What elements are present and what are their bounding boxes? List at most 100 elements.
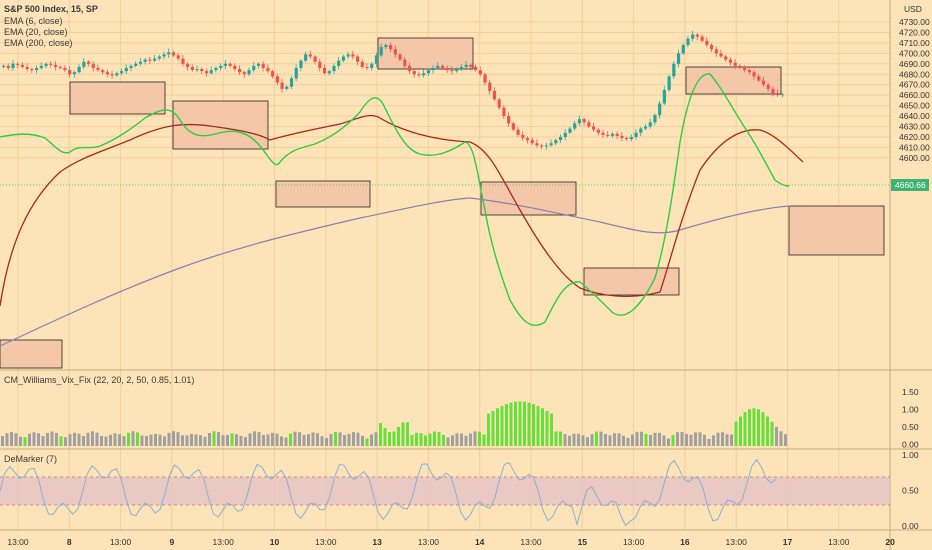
ema-6-legend[interactable]: EMA (6, close)	[4, 16, 63, 26]
price-tick-label: 4680.00	[899, 69, 930, 79]
vix-bar	[77, 433, 81, 446]
candle-body	[714, 49, 718, 54]
candle-body	[58, 66, 62, 68]
zone-box[interactable]	[583, 267, 680, 296]
candle-body	[440, 65, 445, 68]
vix-bar	[347, 433, 351, 446]
time-tick-label: 13:00	[726, 537, 748, 547]
vix-bar	[770, 421, 774, 446]
candle-body	[365, 66, 369, 68]
candle-body	[445, 67, 449, 71]
candle-body	[639, 128, 643, 133]
candle-body	[11, 63, 15, 68]
candle-body	[771, 88, 775, 94]
vix-bar	[59, 436, 63, 446]
vix-bar	[217, 432, 220, 446]
vix-bar	[109, 434, 112, 446]
zone-box[interactable]	[0, 339, 63, 369]
price-tick-label: 4700.00	[899, 48, 930, 58]
candle-body	[148, 59, 152, 61]
vix-bar	[307, 434, 310, 446]
vix-bar	[554, 431, 558, 446]
ema-200-legend[interactable]: EMA (200, close)	[4, 38, 73, 48]
candle-body	[195, 69, 199, 71]
vix-bar	[725, 434, 729, 446]
vix-panel-title[interactable]: CM_Williams_Vix_Fix (22, 20, 2, 50, 0.85…	[4, 375, 194, 385]
vix-bar	[721, 432, 724, 446]
vix-bar	[658, 432, 661, 446]
vix-bar	[491, 410, 495, 446]
price-axis[interactable]: 4730.004720.004710.004700.004690.004680.…	[899, 17, 930, 163]
vix-bar	[275, 433, 279, 446]
zone-box[interactable]	[685, 66, 782, 95]
candle-body	[757, 76, 761, 81]
ema-20-legend[interactable]: EMA (20, close)	[4, 27, 68, 37]
candle-body	[587, 122, 591, 127]
candle-body	[120, 71, 124, 74]
vix-bar	[248, 433, 252, 446]
candle-body	[252, 65, 256, 71]
vix-bar	[289, 433, 292, 446]
vix-bar	[550, 413, 553, 446]
vix-bar	[581, 435, 585, 446]
candle-body	[53, 64, 58, 67]
vix-bar	[244, 437, 247, 446]
candle-body	[469, 64, 473, 67]
candle-body	[20, 64, 25, 67]
candle-body	[200, 69, 204, 72]
vix-bar	[91, 431, 94, 446]
vix-bar	[271, 432, 274, 446]
vix-bar	[262, 434, 265, 446]
time-axis[interactable]: 13:00 8 13:00 9 13:00 10 13:00 13 13:00 14 13:00 15…	[7, 537, 895, 547]
candle-body	[577, 119, 582, 124]
vix-bar	[239, 435, 243, 446]
vix-bar	[608, 435, 612, 446]
vix-bar	[325, 437, 328, 446]
demarker-panel-title[interactable]: DeMarker (7)	[4, 454, 57, 464]
zone-box[interactable]	[377, 37, 474, 70]
candle-body	[256, 63, 261, 66]
vix-bar	[761, 412, 765, 446]
price-tick-label: 4650.00	[899, 101, 930, 111]
demarker-line	[0, 458, 777, 527]
zone-box[interactable]	[788, 205, 885, 256]
vix-bar	[532, 404, 535, 446]
candle-body	[606, 134, 610, 136]
zone-boxes[interactable]	[0, 37, 885, 369]
candle-body	[238, 69, 242, 73]
candle-body	[25, 66, 29, 70]
vix-bar	[266, 434, 270, 446]
zone-box[interactable]	[275, 180, 371, 208]
vix-bar	[559, 431, 562, 446]
price-tick-label: 4630.00	[899, 122, 930, 132]
vix-bar	[41, 435, 45, 446]
candle-body	[280, 82, 284, 89]
zone-box[interactable]	[480, 181, 577, 216]
candle-body	[681, 44, 685, 54]
vix-bar	[388, 432, 391, 446]
zone-box[interactable]	[69, 81, 166, 115]
vix-bar	[1, 436, 4, 446]
vix-bar	[631, 434, 634, 446]
vix-bar	[451, 435, 454, 446]
candle-body	[322, 67, 327, 74]
vix-bar	[604, 433, 607, 446]
symbol-title[interactable]: S&P 500 Index, 15, SP	[4, 4, 98, 14]
candle-body	[691, 34, 695, 39]
candle-body	[422, 73, 426, 76]
candle-body	[653, 115, 657, 123]
vix-bar	[478, 431, 481, 446]
candle-body	[35, 67, 39, 71]
candle-body	[181, 58, 185, 64]
vix-bar	[599, 431, 603, 446]
vix-bar	[221, 435, 225, 446]
vix-bar	[586, 437, 589, 446]
candle-body	[313, 56, 317, 62]
candle-body	[582, 119, 586, 123]
candle-body	[2, 65, 6, 67]
vix-bar	[397, 426, 400, 446]
vix-bar	[28, 433, 31, 446]
price-tick-label: 4610.00	[899, 142, 930, 152]
